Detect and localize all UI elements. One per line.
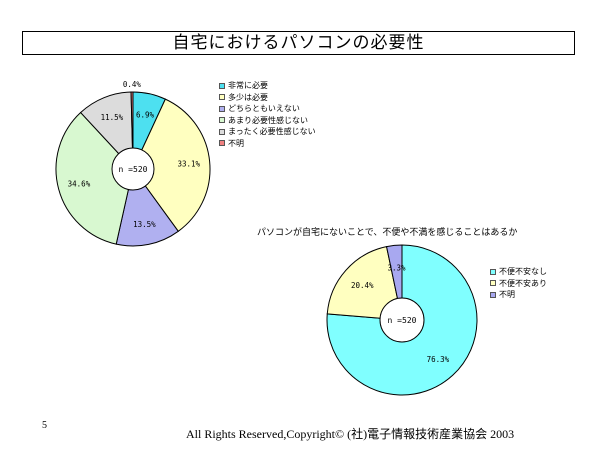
legend-label: 不明 bbox=[228, 138, 244, 148]
pie-chart-inconvenience: 76.3% 20.4% 3.3% n =520 bbox=[326, 244, 478, 396]
legend-swatch bbox=[219, 105, 225, 112]
legend-label: 不便不安なし bbox=[499, 267, 547, 276]
legend-swatch bbox=[219, 128, 225, 135]
legend-item: どちらともいえない bbox=[219, 103, 316, 115]
legend-label: 非常に必要 bbox=[228, 81, 268, 90]
legend-inconvenience: 不便不安なし 不便不安あり 不明 bbox=[490, 266, 547, 301]
slice-value-label: 6.9% bbox=[136, 110, 155, 119]
legend-label: まったく必要性感じない bbox=[228, 127, 316, 136]
legend-item: あまり必要性感じない bbox=[219, 115, 316, 127]
slice-value-label: 13.5% bbox=[133, 220, 156, 229]
page-number: 5 bbox=[42, 420, 47, 431]
pie-center-hole bbox=[379, 297, 425, 343]
slice-value-label: 0.4% bbox=[123, 80, 142, 89]
slice-value-label: 11.5% bbox=[101, 113, 124, 122]
pie-chart-necessity: 6.9% 33.1% 13.5% 34.6% 11.5% 0.4% n =520 bbox=[55, 80, 211, 247]
copyright-text: All Rights Reserved,Copyright© (社)電子情報技術… bbox=[186, 427, 515, 441]
legend-item: 非常に必要 bbox=[219, 80, 316, 92]
legend-label: あまり必要性感じない bbox=[228, 115, 308, 125]
legend-label: 多少は必要 bbox=[228, 92, 268, 102]
sample-size-label: n =520 bbox=[119, 165, 148, 174]
legend-label: 不便不安あり bbox=[499, 278, 547, 288]
legend-label: 不明 bbox=[499, 290, 515, 299]
legend-item: 不明 bbox=[219, 138, 316, 150]
legend-swatch bbox=[219, 117, 225, 124]
pie-slice bbox=[326, 246, 403, 321]
legend-swatch bbox=[490, 268, 496, 275]
slice-value-label: 33.1% bbox=[177, 160, 200, 169]
legend-swatch bbox=[490, 291, 496, 298]
pie-slice bbox=[55, 111, 134, 245]
slice-value-label: 3.3% bbox=[387, 263, 406, 272]
chart2-title: パソコンが自宅にないことで、不便や不満を感じることはあるか bbox=[257, 228, 518, 238]
pie-slice bbox=[326, 244, 478, 396]
legend-item: 不便不安なし bbox=[490, 266, 547, 278]
legend-item: 多少は必要 bbox=[219, 92, 316, 104]
legend-necessity: 非常に必要多少は必要どちらともいえない あまり必要性感じない まったく必要性感じない… bbox=[219, 80, 316, 149]
slice-value-label: 20.4% bbox=[351, 281, 374, 290]
legend-item: 不便不安あり bbox=[490, 278, 547, 290]
legend-item: 不明 bbox=[490, 289, 547, 301]
sample-size-label: n =520 bbox=[388, 316, 417, 325]
legend-swatch bbox=[490, 280, 496, 287]
pie-center-hole bbox=[111, 147, 155, 191]
legend-swatch bbox=[219, 140, 225, 147]
legend-swatch bbox=[219, 94, 225, 101]
pie-slice bbox=[132, 98, 211, 232]
slice-value-label: 76.3% bbox=[427, 355, 450, 364]
legend-item: まったく必要性感じない bbox=[219, 126, 316, 138]
legend-label: どちらともいえない bbox=[228, 104, 300, 113]
slice-value-label: 34.6% bbox=[68, 180, 91, 189]
page-title: 自宅におけるパソコンの必要性 bbox=[22, 31, 575, 55]
legend-swatch bbox=[219, 82, 225, 89]
